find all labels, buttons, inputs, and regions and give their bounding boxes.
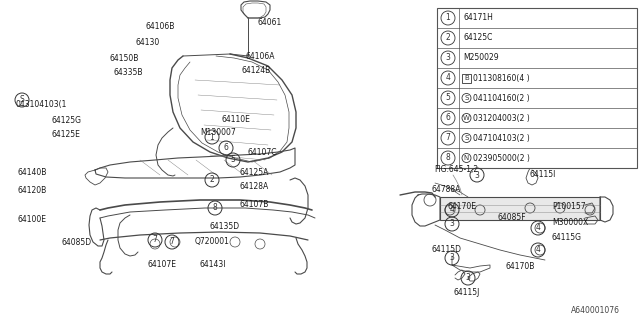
Text: N: N <box>464 155 469 161</box>
Text: M250029: M250029 <box>463 53 499 62</box>
Text: Q720001: Q720001 <box>195 237 230 246</box>
Text: 64085D: 64085D <box>62 238 92 247</box>
Text: 64128A: 64128A <box>240 182 269 191</box>
Text: B: B <box>464 75 469 81</box>
Text: 3: 3 <box>445 53 451 62</box>
Text: 7: 7 <box>170 237 175 246</box>
Text: 64115I: 64115I <box>530 170 556 179</box>
Text: W: W <box>463 115 470 121</box>
Text: 8: 8 <box>445 154 451 163</box>
Text: 64115G: 64115G <box>552 233 582 242</box>
Bar <box>462 74 471 83</box>
Text: 5: 5 <box>445 93 451 102</box>
Text: 3: 3 <box>465 274 470 283</box>
Text: 64135D: 64135D <box>210 222 240 231</box>
Text: 64115D: 64115D <box>432 245 462 254</box>
Text: 64106B: 64106B <box>145 22 174 31</box>
Text: 64170B: 64170B <box>506 262 536 271</box>
Bar <box>437 8 637 168</box>
Text: 6: 6 <box>223 143 228 153</box>
Text: S: S <box>464 95 468 101</box>
Text: 4: 4 <box>449 205 454 214</box>
Text: 64106A: 64106A <box>245 52 275 61</box>
Text: 64110E: 64110E <box>222 115 251 124</box>
Polygon shape <box>440 197 600 220</box>
Text: 64125C: 64125C <box>463 34 492 43</box>
Text: 64115J: 64115J <box>454 288 481 297</box>
Text: 6: 6 <box>445 114 451 123</box>
Text: 4: 4 <box>445 74 451 83</box>
Text: 64107C: 64107C <box>248 148 278 157</box>
Text: 041104160(2 ): 041104160(2 ) <box>473 93 530 102</box>
Text: S: S <box>464 135 468 141</box>
Text: 64100E: 64100E <box>18 215 47 224</box>
Text: 64335B: 64335B <box>113 68 143 77</box>
Text: 64140B: 64140B <box>18 168 47 177</box>
Text: FIG.645-1,2: FIG.645-1,2 <box>434 165 478 174</box>
Text: 7: 7 <box>445 133 451 142</box>
Text: 64124B: 64124B <box>242 66 271 75</box>
Text: M130007: M130007 <box>200 128 236 137</box>
Text: 64107E: 64107E <box>148 260 177 269</box>
Text: 031204003(2 ): 031204003(2 ) <box>473 114 530 123</box>
Text: 8: 8 <box>212 204 218 212</box>
Text: 64107B: 64107B <box>240 200 269 209</box>
Text: 5: 5 <box>230 156 236 164</box>
Text: 7: 7 <box>152 236 157 244</box>
Text: 2: 2 <box>210 175 214 185</box>
Text: 4: 4 <box>536 245 540 254</box>
Text: 4: 4 <box>536 223 540 233</box>
Text: 043104103(1: 043104103(1 <box>16 100 67 109</box>
Text: 64085F: 64085F <box>498 213 527 222</box>
Text: 011308160(4 ): 011308160(4 ) <box>473 74 530 83</box>
Text: 64130: 64130 <box>135 38 159 47</box>
Text: 64143I: 64143I <box>200 260 227 269</box>
Text: 64170E: 64170E <box>448 202 477 211</box>
Text: 64120B: 64120B <box>18 186 47 195</box>
Text: 64788A: 64788A <box>432 185 461 194</box>
Text: 64171H: 64171H <box>463 13 493 22</box>
Text: P100157: P100157 <box>552 202 586 211</box>
Text: 023905000(2 ): 023905000(2 ) <box>473 154 530 163</box>
Text: 3: 3 <box>449 253 454 262</box>
Text: 1: 1 <box>445 13 451 22</box>
Text: 3: 3 <box>475 171 479 180</box>
Text: 64125A: 64125A <box>240 168 269 177</box>
Text: 64125G: 64125G <box>52 116 82 125</box>
Text: 64125E: 64125E <box>52 130 81 139</box>
Text: 64150B: 64150B <box>110 54 140 63</box>
Text: 1: 1 <box>210 132 214 141</box>
Text: 64061: 64061 <box>258 18 282 27</box>
Text: M30000X: M30000X <box>552 218 588 227</box>
Text: S: S <box>20 95 24 105</box>
Text: 047104103(2 ): 047104103(2 ) <box>473 133 530 142</box>
Text: 2: 2 <box>445 34 451 43</box>
Text: A640001076: A640001076 <box>571 306 620 315</box>
Text: 3: 3 <box>449 220 454 228</box>
